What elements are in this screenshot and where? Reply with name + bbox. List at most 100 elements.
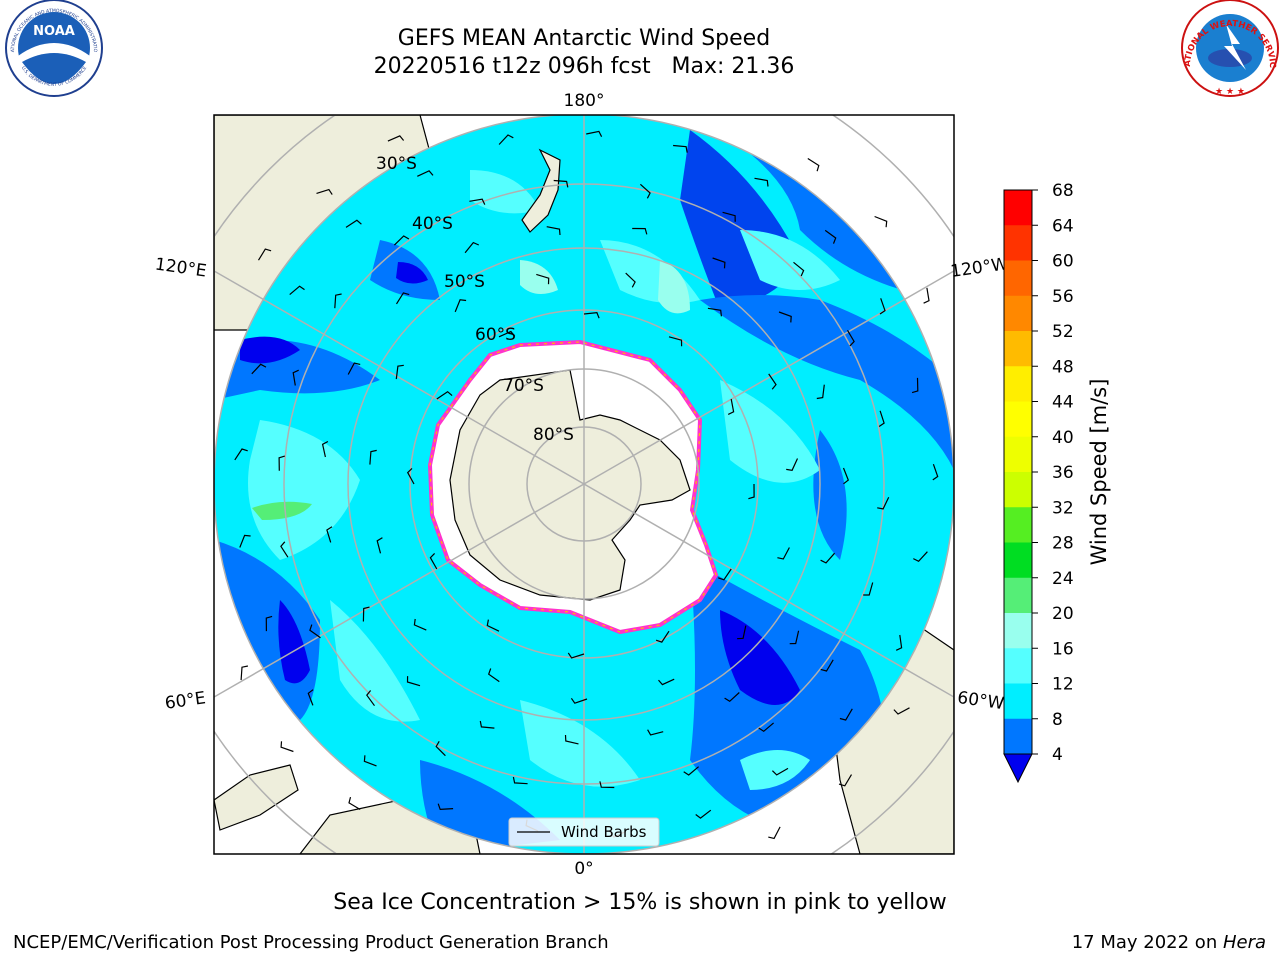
wind-barb [639, 183, 651, 199]
colorbar-segment [1004, 436, 1032, 473]
wind-barb [239, 534, 251, 548]
wind-barb [777, 547, 790, 560]
antarctica-land [449, 369, 691, 601]
wind-barb [695, 809, 712, 819]
colorbar-segment [1004, 366, 1032, 402]
lat-label-80s: 80°S [533, 425, 574, 445]
nws-ring: NATIONAL WEATHER SERVICE [0, 0, 1277, 68]
wind-barb [326, 526, 333, 543]
colorbar-segment [1004, 190, 1032, 226]
colorbar-tick-label: 12 [1052, 675, 1074, 695]
wind-barb [435, 741, 446, 757]
wind-barb [546, 226, 561, 236]
wind-barb [345, 219, 362, 228]
wind-barb [820, 552, 836, 564]
wind-barb [583, 311, 600, 319]
wind-barb [292, 369, 299, 386]
noaa-logo: NOAA NATIONAL OCEANIC AND ATMOSPHERIC AD… [0, 0, 103, 97]
wind-barb [376, 537, 383, 554]
wind-barb [863, 582, 874, 596]
wind-barb [280, 741, 294, 753]
chart-subtitle: 20220516 t12z 096h fcst Max: 21.36 [373, 54, 795, 79]
colorbar-label: Wind Speed [m/s] [1087, 379, 1111, 566]
colorbar-tick-label: 4 [1052, 745, 1063, 765]
landmass-new-zealand [521, 148, 561, 233]
wind-barb [512, 776, 528, 785]
wind-barb [789, 630, 800, 645]
wind-barb [234, 448, 248, 461]
colorbar-segment [1004, 648, 1032, 684]
wind-barb [240, 665, 249, 681]
wind-barb [437, 803, 454, 811]
lon-label-120w: 120°W [949, 254, 1009, 282]
wind-barb [406, 676, 421, 687]
wind-barb [454, 299, 467, 313]
lat-label-50s: 50°S [444, 272, 485, 292]
lat-label-60s: 60°S [475, 325, 516, 345]
colorbar-tick-label: 24 [1052, 569, 1074, 589]
wind-barb [257, 248, 272, 261]
wind-barb [417, 170, 434, 177]
colorbar-tick-label: 64 [1052, 216, 1074, 236]
colorbar-tick-label: 60 [1052, 252, 1074, 272]
wind-barb [564, 734, 579, 745]
wind-barb [846, 329, 855, 347]
wind-barb [724, 692, 740, 703]
wind-barb [758, 722, 774, 733]
wind-barb [807, 157, 820, 172]
wind-barb [824, 229, 837, 244]
map-frame [213, 114, 955, 855]
colorbar-tick-label: 32 [1052, 498, 1074, 518]
wind-barb [722, 211, 736, 222]
wind-barb [911, 377, 919, 394]
colorbar-segment [1004, 718, 1032, 755]
wind-barb [647, 729, 664, 736]
lon-label-60w: 60°W [956, 688, 1005, 714]
wind-barb [586, 130, 603, 137]
graticule [214, 115, 954, 854]
wind-barb [570, 697, 588, 704]
wind-barb [486, 619, 500, 632]
wind-barb [553, 179, 569, 188]
landmass-madagascar [214, 764, 299, 831]
colorbar-segment [1004, 613, 1032, 649]
colorbar-segment [1004, 260, 1032, 297]
wind-barb [879, 298, 886, 315]
lon-label-180: 180° [564, 91, 605, 111]
wind-barbs [234, 130, 939, 840]
map-area [214, 115, 954, 854]
wind-barb [778, 311, 792, 323]
wind-barb [683, 766, 699, 776]
wind-barb [369, 449, 377, 465]
wind-barb [393, 235, 410, 246]
nws-logo: NATIONAL WEATHER SERVICE ★ ★ ★ [0, 0, 1279, 97]
credit-host: Hera [1222, 932, 1266, 953]
colorbar-extend-arrow [1003, 753, 1033, 784]
colorbar-tick-label: 52 [1052, 322, 1074, 342]
wind-barb [567, 652, 585, 659]
wind-barb [668, 336, 683, 347]
wind-barb [816, 384, 825, 400]
wind-barb [707, 307, 722, 317]
wind-barb [754, 177, 769, 187]
wind-barb [413, 618, 427, 631]
colorbar-segment [1004, 507, 1032, 543]
lat-label-30s: 30°S [376, 154, 417, 174]
legend-label: Wind Barbs [561, 823, 647, 841]
wind-barb [498, 330, 516, 338]
wind-barb [366, 690, 375, 707]
wind-barb [289, 285, 305, 296]
colorbar-tick-label: 28 [1052, 534, 1074, 554]
wind-barb [748, 483, 755, 500]
wind-barb [487, 668, 500, 683]
wind-barb [334, 293, 342, 309]
lat-label-40s: 40°S [412, 214, 453, 234]
wind-barb [932, 464, 939, 481]
wind-barb [363, 755, 377, 767]
wind-barb [278, 455, 285, 471]
colorbar-tick-label: 20 [1052, 604, 1074, 624]
svg-text:★ ★ ★: ★ ★ ★ [1215, 87, 1245, 97]
antarctica [427, 339, 719, 635]
colorbar-tick-label: 8 [1052, 710, 1063, 730]
